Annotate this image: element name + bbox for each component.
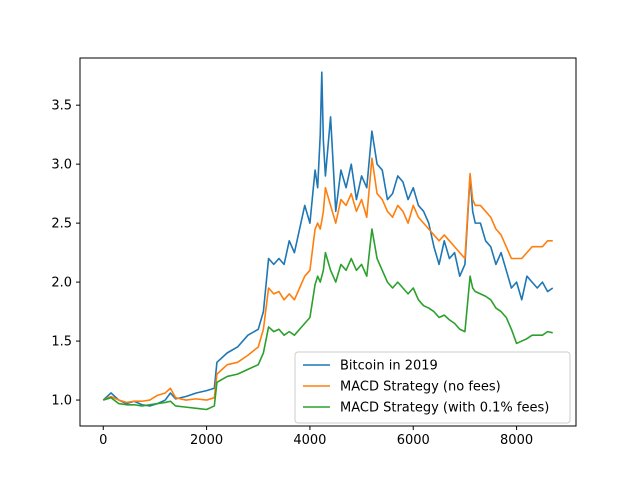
series-line-macd-with-fees [103, 228, 553, 411]
y-tick-label: 2.5 [51, 217, 72, 232]
x-axis: 0 2000 4000 6000 8000 [99, 426, 533, 448]
y-tick-label: 3.0 [51, 158, 72, 173]
legend-box [294, 351, 571, 424]
legend-label-macd-with-fees: MACD Strategy (with 0.1% fees) [340, 401, 549, 416]
y-tick-label: 1.5 [51, 335, 72, 350]
series-layer [102, 71, 554, 411]
y-tick-label: 2.0 [51, 276, 72, 291]
plot-frame [79, 57, 577, 427]
x-tick-label: 0 [99, 433, 107, 448]
x-tick-label: 6000 [397, 433, 430, 448]
legend: Bitcoin in 2019 MACD Strategy (no fees) … [294, 351, 571, 424]
y-axis: 1.0 1.5 2.0 2.5 3.0 3.5 [51, 99, 80, 409]
x-tick-label: 8000 [500, 433, 533, 448]
series-line-macd-no-fees [102, 157, 553, 404]
y-tick-label: 3.5 [51, 99, 72, 114]
legend-label-bitcoin: Bitcoin in 2019 [340, 359, 438, 374]
x-tick-label: 4000 [293, 433, 326, 448]
legend-label-macd-no-fees: MACD Strategy (no fees) [340, 380, 501, 395]
series-line-bitcoin [102, 71, 554, 407]
x-tick-label: 2000 [190, 433, 223, 448]
y-tick-label: 1.0 [51, 394, 72, 409]
